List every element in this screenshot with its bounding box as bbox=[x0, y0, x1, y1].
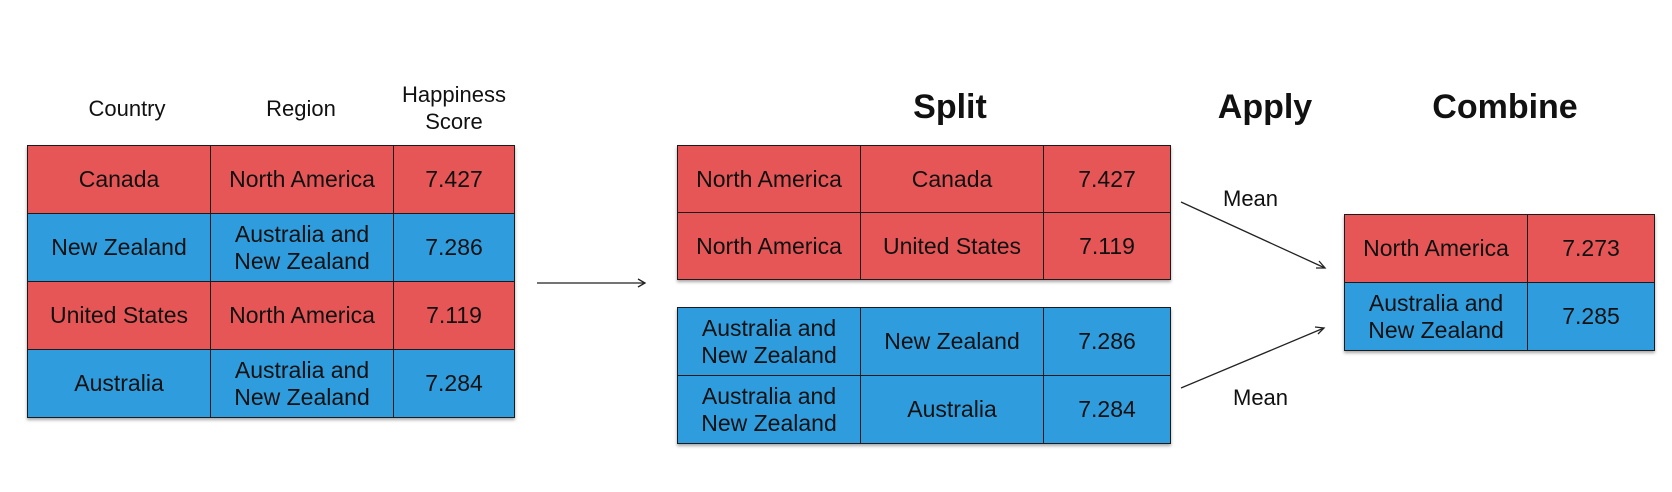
table-row: North America United States 7.119 bbox=[677, 212, 1171, 280]
header-country: Country bbox=[88, 96, 166, 121]
cell-score: 7.427 bbox=[1043, 145, 1171, 213]
cell-region: Australia and New Zealand bbox=[1344, 282, 1528, 351]
cell-country: Canada bbox=[860, 145, 1044, 213]
cell-score: 7.286 bbox=[1043, 307, 1171, 376]
table-row: North America Canada 7.427 bbox=[677, 145, 1171, 213]
cell-country: United States bbox=[860, 212, 1044, 280]
cell-region: Australia and New Zealand bbox=[210, 349, 394, 418]
split-title: Split bbox=[913, 88, 987, 126]
combine-title: Combine bbox=[1432, 88, 1578, 126]
cell-score: 7.285 bbox=[1527, 282, 1655, 351]
apply-label-mean-bottom: Mean bbox=[1233, 385, 1289, 410]
cell-region: Australia and New Zealand bbox=[677, 307, 861, 376]
cell-country: New Zealand bbox=[27, 213, 211, 282]
cell-score: 7.119 bbox=[1043, 212, 1171, 280]
cell-region: North America bbox=[210, 281, 394, 350]
apply-label-mean-top: Mean bbox=[1223, 186, 1279, 211]
apply-arrow-bottom bbox=[1180, 326, 1326, 389]
table-row: Australia and New Zealand Australia 7.28… bbox=[677, 375, 1171, 444]
table-row: Australia Australia and New Zealand 7.28… bbox=[27, 349, 515, 418]
cell-country: Australia bbox=[27, 349, 211, 418]
cell-score: 7.286 bbox=[393, 213, 515, 282]
cell-country: United States bbox=[27, 281, 211, 350]
cell-country: New Zealand bbox=[860, 307, 1044, 376]
cell-region: North America bbox=[1344, 214, 1528, 283]
header-happiness-score: Happiness Score bbox=[402, 82, 506, 134]
cell-region: North America bbox=[677, 145, 861, 213]
cell-country: Australia bbox=[860, 375, 1044, 444]
cell-score: 7.284 bbox=[1043, 375, 1171, 444]
cell-score: 7.427 bbox=[393, 145, 515, 214]
table-row: North America 7.273 bbox=[1344, 214, 1655, 283]
cell-score: 7.284 bbox=[393, 349, 515, 418]
table-row: Australia and New Zealand New Zealand 7.… bbox=[677, 307, 1171, 376]
table-row: New Zealand Australia and New Zealand 7.… bbox=[27, 213, 515, 282]
cell-region: North America bbox=[677, 212, 861, 280]
apply-title: Apply bbox=[1217, 88, 1313, 126]
split-arrow bbox=[537, 278, 647, 288]
cell-region: North America bbox=[210, 145, 394, 214]
cell-region: Australia and New Zealand bbox=[677, 375, 861, 444]
cell-country: Canada bbox=[27, 145, 211, 214]
table-row: Australia and New Zealand 7.285 bbox=[1344, 282, 1655, 351]
header-region: Region bbox=[266, 96, 336, 121]
table-row: Canada North America 7.427 bbox=[27, 145, 515, 214]
cell-score: 7.273 bbox=[1527, 214, 1655, 283]
combined-table: North America 7.273 Australia and New Ze… bbox=[1344, 214, 1655, 351]
split-group-north-america: North America Canada 7.427 North America… bbox=[677, 145, 1171, 280]
cell-region: Australia and New Zealand bbox=[210, 213, 394, 282]
apply-arrow-top bbox=[1180, 201, 1327, 269]
source-table: Canada North America 7.427 New Zealand A… bbox=[27, 145, 515, 418]
split-group-australia-nz: Australia and New Zealand New Zealand 7.… bbox=[677, 307, 1171, 444]
